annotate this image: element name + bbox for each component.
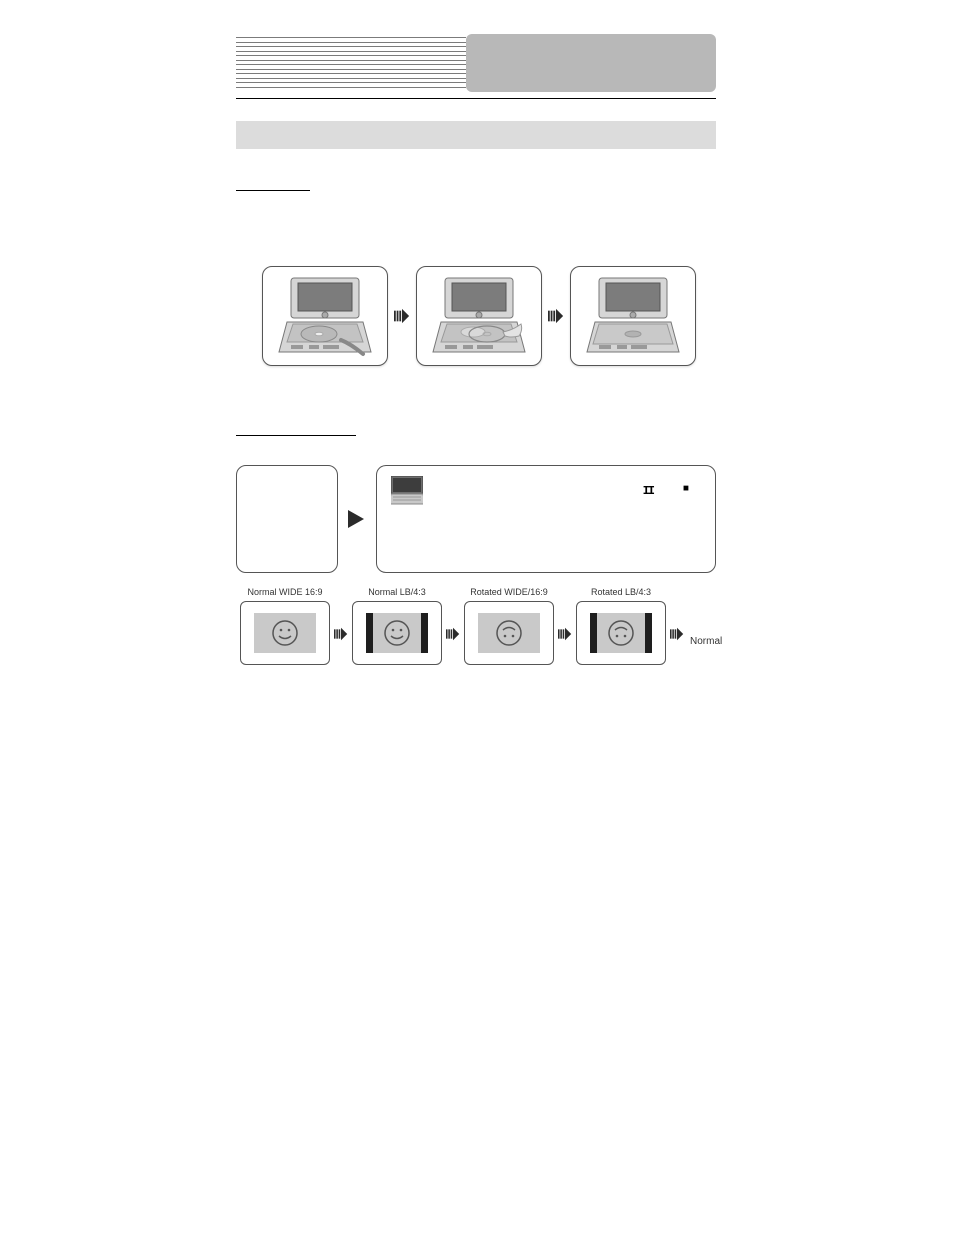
header-rules bbox=[236, 34, 466, 92]
subheading-lcd bbox=[236, 422, 356, 436]
mode-arrow-icon bbox=[670, 587, 684, 667]
mode-normal-wide: Normal WIDE 16:9 bbox=[240, 587, 330, 665]
device-sequence-row bbox=[236, 266, 716, 366]
device-frame-2 bbox=[416, 266, 542, 366]
mode-frame bbox=[576, 601, 666, 665]
lcd-result-frame: II ■ bbox=[376, 465, 716, 573]
portable-player-insertdisc-icon bbox=[425, 274, 533, 358]
stop-icon: ■ bbox=[683, 484, 689, 498]
mode-arrow-icon bbox=[446, 587, 460, 667]
header-title-box bbox=[466, 34, 716, 92]
pause-icon: II bbox=[643, 484, 653, 498]
smiley-rotated-icon bbox=[495, 619, 523, 647]
mode-rotated-lb: Rotated LB/4:3 bbox=[576, 587, 666, 665]
sequence-arrow-icon bbox=[548, 307, 564, 325]
mode-arrow-icon bbox=[334, 587, 348, 667]
section-heading-bar bbox=[236, 121, 716, 149]
playback-status-icons: II ■ bbox=[643, 484, 689, 498]
lcd-arrow-icon bbox=[346, 465, 368, 573]
smiley-upright-icon bbox=[271, 619, 299, 647]
smiley-upright-icon bbox=[383, 619, 411, 647]
sequence-arrow-icon bbox=[394, 307, 410, 325]
mode-label: Normal LB/4:3 bbox=[368, 587, 426, 597]
header-divider bbox=[236, 98, 716, 99]
mode-frame bbox=[464, 601, 554, 665]
page-content: II ■ Normal WIDE 16:9 bbox=[236, 34, 716, 667]
mode-arrow-icon bbox=[558, 587, 572, 667]
lcd-mode-row: II ■ bbox=[236, 465, 716, 573]
display-mode-row: Normal WIDE 16:9 bbox=[236, 587, 716, 667]
portable-player-open-icon bbox=[271, 274, 379, 358]
document-header bbox=[236, 34, 716, 92]
mode-label: Normal WIDE 16:9 bbox=[247, 587, 322, 597]
subheading-loading bbox=[236, 177, 310, 191]
tiny-player-icon bbox=[391, 476, 423, 506]
mode-frame bbox=[352, 601, 442, 665]
smiley-rotated-icon bbox=[607, 619, 635, 647]
portable-player-closed-icon bbox=[579, 274, 687, 358]
device-frame-1 bbox=[262, 266, 388, 366]
mode-cycle-end-label: Normal bbox=[690, 608, 722, 647]
mode-rotated-wide: Rotated WIDE/16:9 bbox=[464, 587, 554, 665]
mode-label: Rotated LB/4:3 bbox=[591, 587, 651, 597]
mode-normal-lb: Normal LB/4:3 bbox=[352, 587, 442, 665]
remote-frame bbox=[236, 465, 338, 573]
mode-frame bbox=[240, 601, 330, 665]
device-frame-3 bbox=[570, 266, 696, 366]
mode-label: Rotated WIDE/16:9 bbox=[470, 587, 548, 597]
